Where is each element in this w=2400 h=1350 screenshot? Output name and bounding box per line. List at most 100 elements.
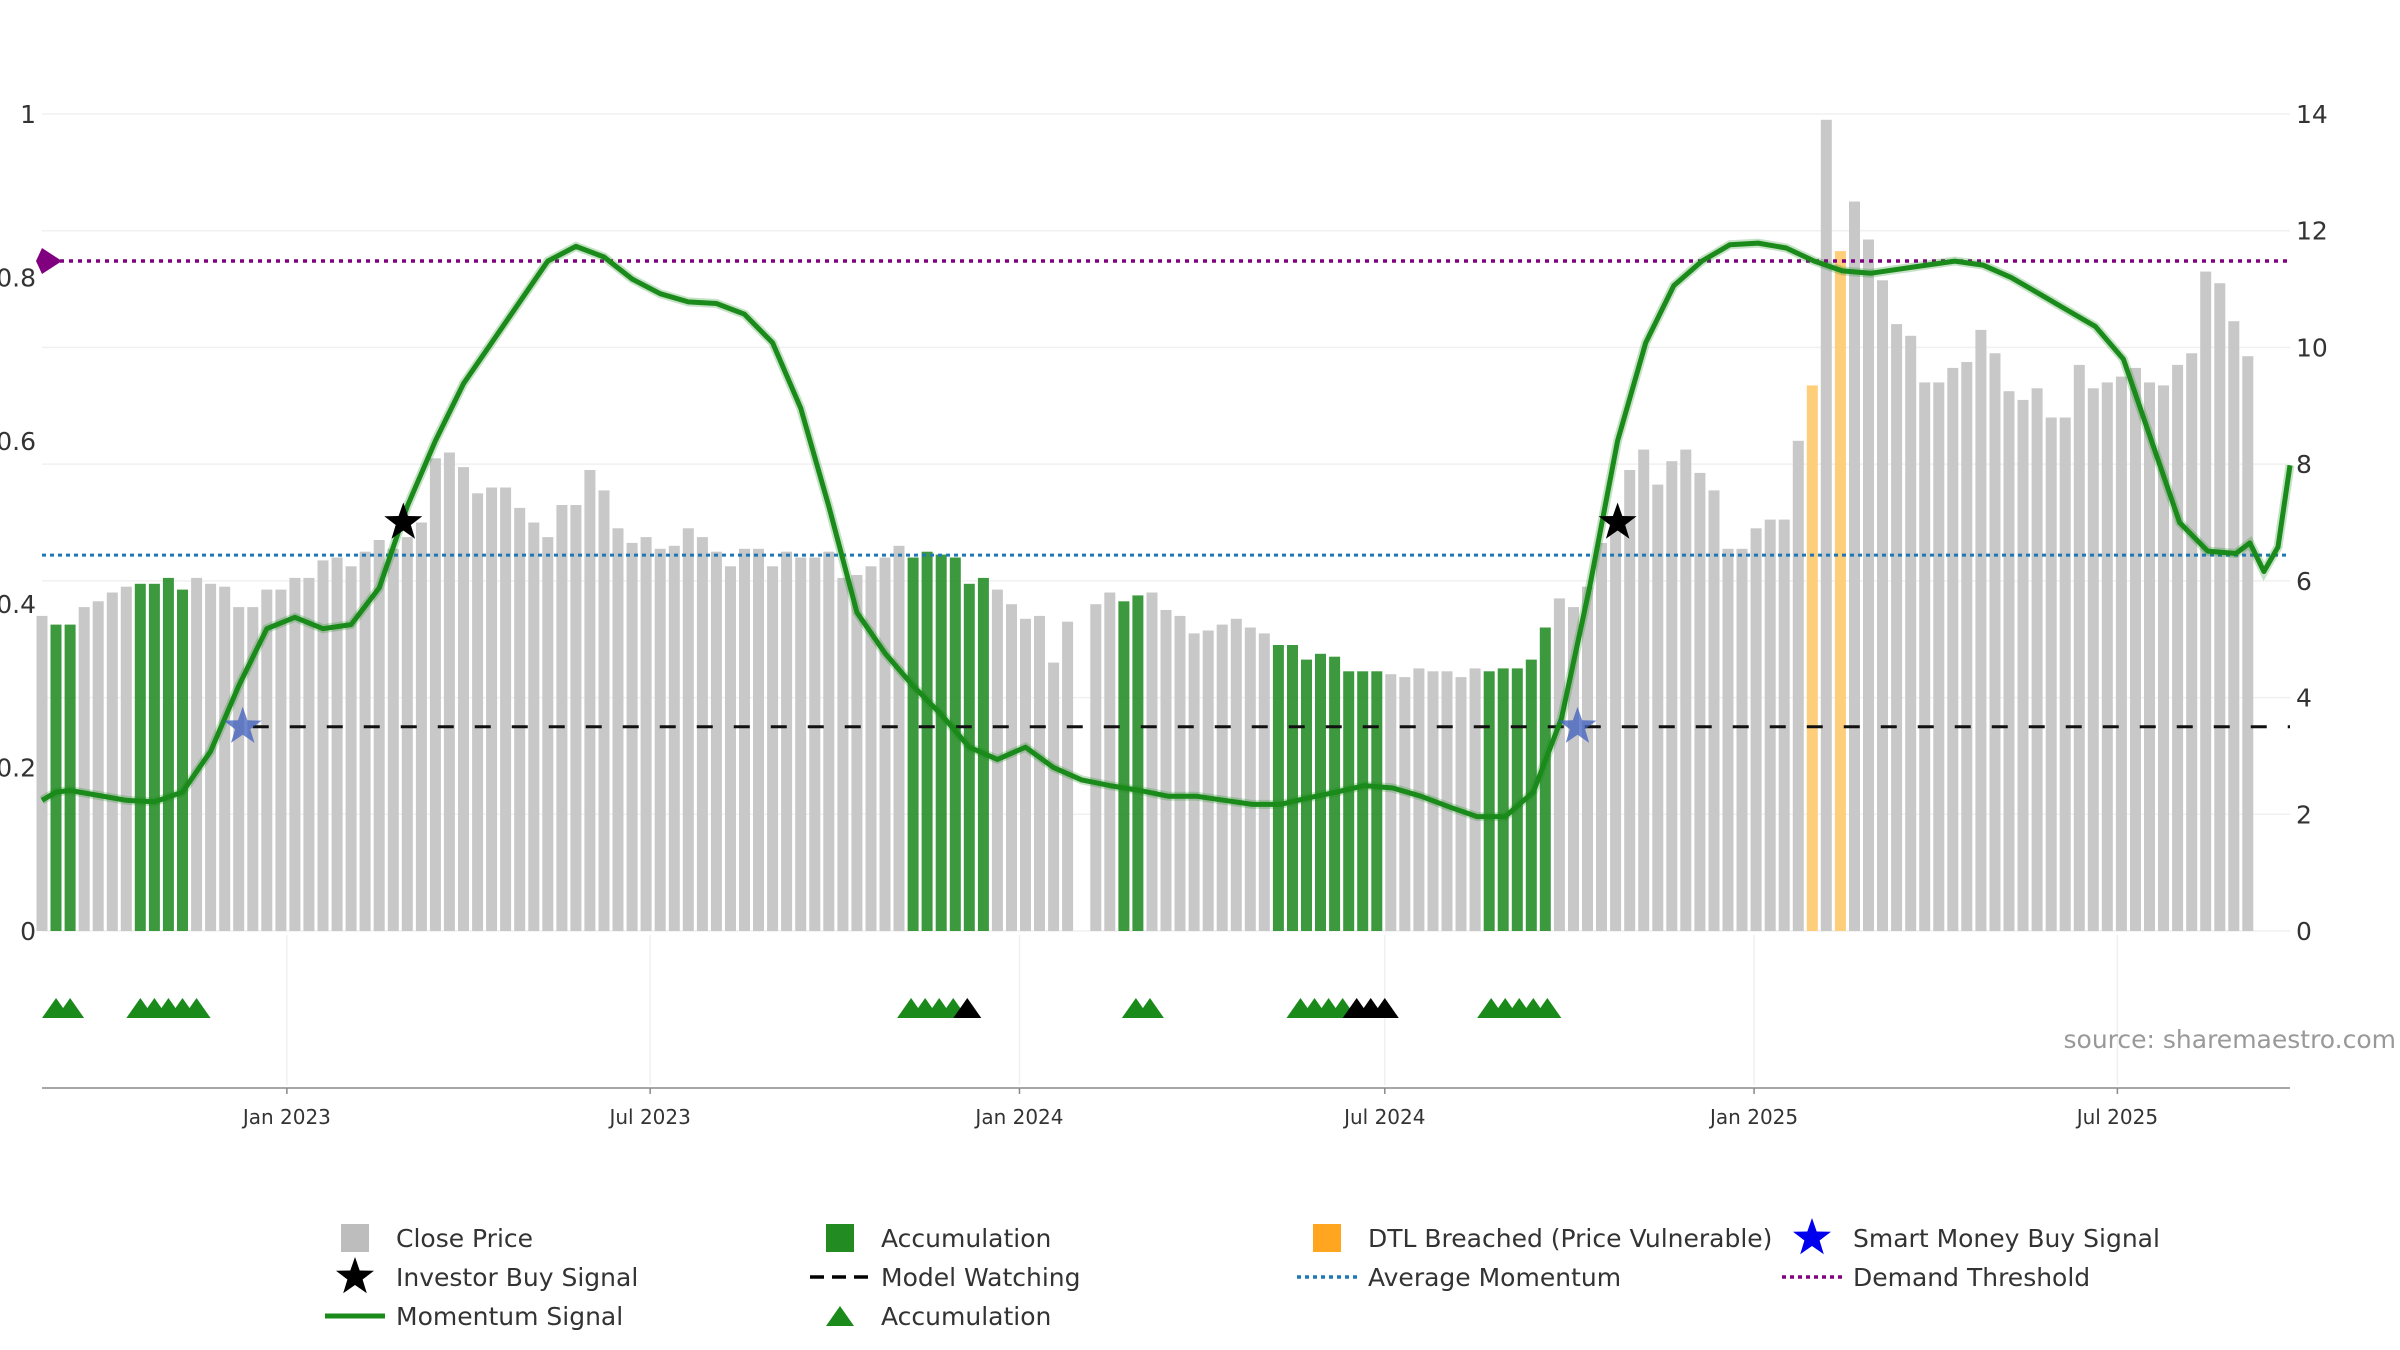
close-price-bar [2031,388,2043,931]
close-price-bars [36,119,2254,932]
close-price-bar [303,577,315,931]
investor-buy-signal [1598,502,1637,539]
close-price-bar [345,566,357,931]
close-price-bar [1680,449,1692,931]
close-price-bar [2158,385,2169,931]
accumulation-triangle [182,998,211,1018]
close-price-bar [443,452,455,931]
close-price-bar [682,528,694,931]
accumulation-bar [64,624,76,931]
close-price-bar [2214,283,2226,931]
close-price-bar [1989,353,2001,931]
close-price-bar [1188,633,1200,931]
close-price-bar [2115,376,2127,932]
close-price-bar [78,607,90,931]
close-price-bar [584,470,596,931]
x-tick-label: Jan 2025 [1708,1105,1798,1129]
y-left-tick-label: 1 [20,100,36,129]
accumulation-bar [935,554,947,931]
x-tick-label: Jan 2024 [973,1105,1063,1129]
accumulation-markers [42,998,1562,1018]
close-price-bar [458,467,469,931]
close-price-bar [2172,364,2184,931]
close-price-bar [1919,382,1931,931]
close-price-bar [1652,484,1664,931]
legend-label: Accumulation [881,1224,1051,1253]
close-price-bar [1385,674,1397,931]
close-price-bar [1961,362,1973,931]
close-price-bar [640,537,652,931]
accumulation-bar [1483,671,1495,931]
close-price-bar [528,522,540,931]
close-price-bar [542,537,554,931]
demand-threshold-marker [36,248,62,275]
dtl-breached-bar [1806,385,1818,931]
close-price-bar [1666,461,1678,931]
close-price-bar [1413,668,1425,931]
close-price-bar [120,586,132,931]
legend-swatch [1793,1218,1831,1255]
close-price-bar [191,577,203,931]
close-price-bar [1174,615,1186,931]
close-price-bar [2200,271,2212,932]
legend: Close Price Accumulation DTL Breached (Pri… [325,1218,2160,1331]
close-price-bar [233,607,245,931]
close-price-bar [92,601,104,931]
close-price-bar [1568,607,1579,931]
close-price-bar [696,537,708,931]
accumulation-bar [1301,659,1312,931]
legend-label: Accumulation [881,1302,1051,1331]
close-price-bar [1750,528,1762,931]
close-price-bar [1863,239,1874,931]
close-price-bar [823,551,835,931]
legend-label: DTL Breached (Price Vulnerable) [1368,1224,1772,1253]
close-price-bar [598,490,610,931]
legend-swatch [826,1224,854,1252]
accumulation-triangle-black [1370,998,1399,1018]
y-right-tick-label: 4 [2296,684,2312,713]
close-price-bar [865,566,877,931]
close-price-bar [373,540,385,931]
legend-swatch [336,1257,374,1294]
accumulation-bar [907,557,919,931]
y-left-tick-label: 0.2 [0,754,36,783]
close-price-bar [205,583,217,931]
accumulation-bar [1371,671,1383,931]
accumulation-bar [1357,671,1369,931]
accumulation-bar [1118,601,1130,931]
y-right-tick-label: 8 [2296,450,2312,479]
accumulation-bar [921,551,933,931]
close-price-bar [1146,592,1158,931]
close-price-bar [570,505,582,931]
close-price-bar [1891,324,1903,932]
close-price-bar [1216,624,1228,931]
accumulation-bar [1132,595,1144,931]
close-price-bar [2087,388,2099,931]
accumulation-bar [1343,671,1355,931]
legend-label: Momentum Signal [396,1302,623,1331]
x-tick-label: Jul 2023 [607,1105,690,1129]
close-price-bar [809,557,821,931]
close-price-bar [1736,548,1748,931]
close-price-bar [1975,329,1987,931]
close-price-bar [415,522,427,931]
close-price-bar [626,542,638,931]
close-price-bar [1933,382,1945,931]
smart-money-buy-signal [223,706,262,743]
y-right-tick-label: 10 [2296,333,2328,362]
close-price-bar [1947,367,1959,931]
legend-label: Average Momentum [1368,1263,1621,1292]
close-price-bar [2045,417,2057,931]
accumulation-bar [1315,653,1326,931]
close-price-bar [1596,542,1607,931]
close-price-bar [739,548,750,931]
y-right-tick-label: 2 [2296,800,2312,829]
accumulation-triangle [1135,998,1164,1018]
y-right-tick-label: 12 [2296,217,2328,246]
close-price-bar [851,575,863,931]
close-price-bar [654,548,666,931]
legend-swatch [826,1306,854,1326]
accumulation-triangle [1533,998,1562,1018]
close-price-bar [247,607,259,931]
close-price-bar [668,545,680,931]
